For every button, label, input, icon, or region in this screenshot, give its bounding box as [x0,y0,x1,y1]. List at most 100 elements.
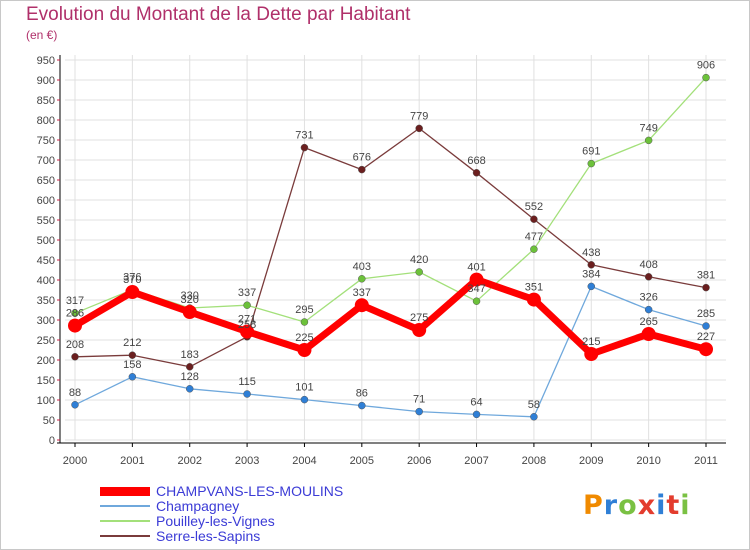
series-line [74,127,707,368]
data-point [530,413,538,421]
data-label: 376 [123,272,141,284]
data-point [358,165,366,174]
data-point [358,401,366,410]
data-label: 403 [353,261,371,273]
x-tick-label: 2003 [235,455,259,467]
data-label: 71 [413,394,425,406]
data-point [584,347,599,361]
data-point [240,324,255,339]
data-point [185,385,194,393]
data-label: 88 [69,387,81,399]
logo-letter: o [618,490,638,521]
y-tick-label: 200 [37,355,55,367]
data-label: 731 [295,130,313,142]
data-label: 779 [410,110,428,122]
logo-letter: i [656,490,667,521]
legend-label: Pouilley-les-Vignes [156,513,275,529]
data-label: 271 [238,314,256,326]
data-label: 749 [639,122,657,134]
data-point [185,363,194,371]
data-label: 420 [410,254,428,266]
data-point [300,143,309,152]
data-label: 215 [582,336,600,348]
data-label: 183 [181,349,199,361]
data-point [702,73,710,82]
data-point [587,282,596,291]
y-tick-label: 300 [37,315,55,327]
data-point [71,401,79,409]
data-point [530,215,538,223]
data-point [699,342,713,357]
data-point [297,343,312,357]
logo-letter: i [680,490,691,521]
data-point [415,268,423,276]
chart-title: Evolution du Montant de la Dette par Hab… [26,4,411,25]
y-tick-label: 400 [37,275,55,287]
data-point [358,275,366,283]
y-tick-label: 50 [43,415,55,427]
data-label: 401 [467,262,485,274]
x-tick-label: 2011 [694,455,718,467]
x-tick-label: 2007 [464,455,488,467]
data-label: 337 [353,287,371,299]
legend-label: Champagney [156,498,240,514]
data-label: 347 [467,283,485,295]
data-point [300,318,309,326]
data-label: 477 [525,231,543,243]
x-tick-label: 2008 [522,455,546,467]
logo-letter: P [583,490,604,521]
data-label: 64 [470,396,482,408]
data-label: 438 [582,247,600,259]
y-tick-label: 600 [37,195,55,207]
data-point [587,261,596,269]
legend-label: CHAMPVANS-LES-MOULINS [156,483,344,499]
data-label: 275 [410,312,428,324]
y-tick-label: 850 [37,95,55,107]
legend-swatch [100,535,150,537]
data-label: 115 [238,376,256,388]
data-label: 676 [353,152,371,164]
data-point [472,410,481,419]
data-label: 86 [356,388,368,400]
data-point [71,309,79,317]
x-tick-label: 2004 [292,455,316,467]
data-label: 212 [123,337,141,349]
y-tick-label: 250 [37,335,55,347]
data-label: 668 [467,155,485,167]
data-point [128,351,137,359]
data-label: 285 [697,308,715,320]
data-label: 330 [181,290,199,302]
data-point [530,245,538,253]
y-tick-label: 350 [37,295,55,307]
data-label: 337 [238,287,256,299]
y-tick-label: 100 [37,395,55,407]
data-label: 258 [238,319,256,331]
y-tick-label: 750 [37,135,55,147]
data-label: 317 [66,295,84,307]
data-point [587,159,596,168]
data-label: 370 [123,274,141,286]
x-tick-label: 2000 [63,455,87,467]
x-tick-label: 2002 [177,455,201,467]
data-label: 906 [697,60,715,72]
data-point [644,273,653,281]
data-point [702,283,710,292]
y-tick-label: 800 [37,115,55,127]
y-tick-label: 700 [37,155,55,167]
data-point [243,390,251,398]
data-point [472,169,481,177]
legend-swatch [100,505,150,507]
proxiti-logo: Proxiti [583,490,691,521]
x-tick-label: 2010 [636,455,660,467]
logo-letter: t [666,490,681,521]
legend-swatch [100,520,150,522]
data-label: 225 [295,332,313,344]
data-point [415,124,423,133]
data-label: 158 [123,359,141,371]
legend-swatch [100,486,150,496]
y-tick-label: 0 [49,435,55,447]
data-point [182,305,197,319]
data-label: 286 [66,308,84,320]
